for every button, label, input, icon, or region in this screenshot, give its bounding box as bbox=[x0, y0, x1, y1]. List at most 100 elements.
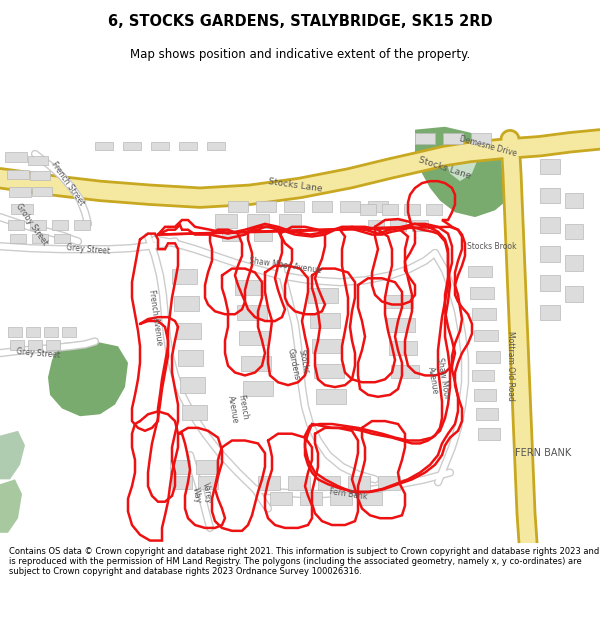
Polygon shape bbox=[254, 230, 272, 241]
Text: Shaw Moor Avenue: Shaw Moor Avenue bbox=[248, 256, 322, 275]
Polygon shape bbox=[179, 142, 197, 150]
Text: Stocks Lane: Stocks Lane bbox=[418, 156, 472, 181]
Polygon shape bbox=[368, 201, 388, 212]
Polygon shape bbox=[474, 389, 496, 401]
Polygon shape bbox=[540, 304, 560, 320]
Polygon shape bbox=[256, 201, 276, 212]
Polygon shape bbox=[270, 492, 292, 504]
Polygon shape bbox=[74, 220, 90, 230]
Polygon shape bbox=[9, 187, 31, 197]
Text: Contains OS data © Crown copyright and database right 2021. This information is : Contains OS data © Crown copyright and d… bbox=[9, 547, 599, 576]
Polygon shape bbox=[258, 476, 280, 490]
Text: French Street: French Street bbox=[50, 159, 86, 207]
Polygon shape bbox=[123, 142, 141, 150]
Polygon shape bbox=[412, 220, 428, 231]
Polygon shape bbox=[180, 378, 205, 393]
Polygon shape bbox=[62, 327, 76, 337]
Text: Map shows position and indicative extent of the property.: Map shows position and indicative extent… bbox=[130, 48, 470, 61]
Polygon shape bbox=[26, 327, 40, 337]
Text: Groby Street: Groby Street bbox=[14, 201, 50, 246]
Text: Grey Street: Grey Street bbox=[16, 347, 60, 359]
Polygon shape bbox=[0, 431, 25, 479]
Polygon shape bbox=[196, 460, 216, 474]
Polygon shape bbox=[314, 364, 344, 378]
Polygon shape bbox=[5, 152, 27, 162]
Polygon shape bbox=[247, 214, 269, 228]
Polygon shape bbox=[471, 132, 491, 144]
Polygon shape bbox=[472, 308, 496, 320]
Polygon shape bbox=[312, 201, 332, 212]
Polygon shape bbox=[172, 269, 197, 284]
Polygon shape bbox=[478, 428, 500, 439]
Polygon shape bbox=[472, 369, 494, 381]
Polygon shape bbox=[474, 330, 498, 341]
Polygon shape bbox=[8, 327, 22, 337]
Polygon shape bbox=[10, 234, 26, 243]
Polygon shape bbox=[385, 295, 413, 308]
Polygon shape bbox=[382, 204, 398, 215]
Polygon shape bbox=[32, 187, 52, 196]
Polygon shape bbox=[28, 156, 48, 164]
Polygon shape bbox=[170, 460, 190, 474]
Polygon shape bbox=[389, 341, 417, 355]
Polygon shape bbox=[300, 492, 322, 504]
Polygon shape bbox=[391, 365, 419, 378]
Polygon shape bbox=[215, 214, 237, 228]
Polygon shape bbox=[340, 201, 360, 212]
Polygon shape bbox=[172, 476, 192, 489]
Polygon shape bbox=[316, 389, 346, 404]
Polygon shape bbox=[30, 220, 46, 230]
Polygon shape bbox=[565, 255, 583, 271]
Polygon shape bbox=[48, 341, 128, 416]
Polygon shape bbox=[237, 306, 267, 320]
Polygon shape bbox=[390, 220, 406, 231]
Text: Stocks Brook: Stocks Brook bbox=[467, 242, 517, 251]
Polygon shape bbox=[228, 201, 248, 212]
Text: FERN BANK: FERN BANK bbox=[515, 448, 571, 458]
Polygon shape bbox=[7, 169, 29, 179]
Polygon shape bbox=[284, 201, 304, 212]
Polygon shape bbox=[426, 204, 442, 215]
Polygon shape bbox=[443, 132, 463, 144]
Polygon shape bbox=[540, 246, 560, 262]
Text: Shaw Moor
Avenue: Shaw Moor Avenue bbox=[425, 357, 451, 402]
Polygon shape bbox=[378, 476, 400, 490]
Polygon shape bbox=[387, 318, 415, 332]
Polygon shape bbox=[468, 266, 492, 278]
Polygon shape bbox=[10, 341, 24, 350]
Polygon shape bbox=[312, 339, 342, 353]
Polygon shape bbox=[243, 381, 273, 396]
Polygon shape bbox=[176, 323, 201, 339]
Text: Fern Bank: Fern Bank bbox=[328, 487, 368, 501]
Polygon shape bbox=[540, 276, 560, 291]
Polygon shape bbox=[174, 296, 199, 311]
Polygon shape bbox=[52, 220, 68, 230]
Polygon shape bbox=[44, 327, 58, 337]
Polygon shape bbox=[308, 288, 338, 302]
Polygon shape bbox=[279, 214, 301, 228]
Polygon shape bbox=[318, 476, 340, 490]
Polygon shape bbox=[348, 476, 370, 490]
Polygon shape bbox=[241, 356, 271, 371]
Polygon shape bbox=[404, 204, 420, 215]
Polygon shape bbox=[235, 280, 265, 295]
Polygon shape bbox=[360, 492, 382, 504]
Polygon shape bbox=[288, 476, 310, 490]
Polygon shape bbox=[239, 331, 269, 346]
Text: Demesne Drive: Demesne Drive bbox=[458, 134, 518, 158]
Polygon shape bbox=[222, 230, 240, 241]
Polygon shape bbox=[445, 139, 478, 181]
Polygon shape bbox=[32, 234, 48, 243]
Polygon shape bbox=[540, 188, 560, 204]
Polygon shape bbox=[415, 132, 435, 144]
Text: Grey Street: Grey Street bbox=[66, 242, 110, 256]
Text: Stocks Lane: Stocks Lane bbox=[268, 177, 323, 193]
Text: French
Avenue: French Avenue bbox=[226, 393, 250, 424]
Polygon shape bbox=[540, 159, 560, 174]
Polygon shape bbox=[540, 217, 560, 232]
Polygon shape bbox=[198, 476, 218, 489]
Polygon shape bbox=[0, 479, 22, 532]
Polygon shape bbox=[310, 313, 340, 328]
Polygon shape bbox=[470, 287, 494, 299]
Polygon shape bbox=[476, 409, 498, 420]
